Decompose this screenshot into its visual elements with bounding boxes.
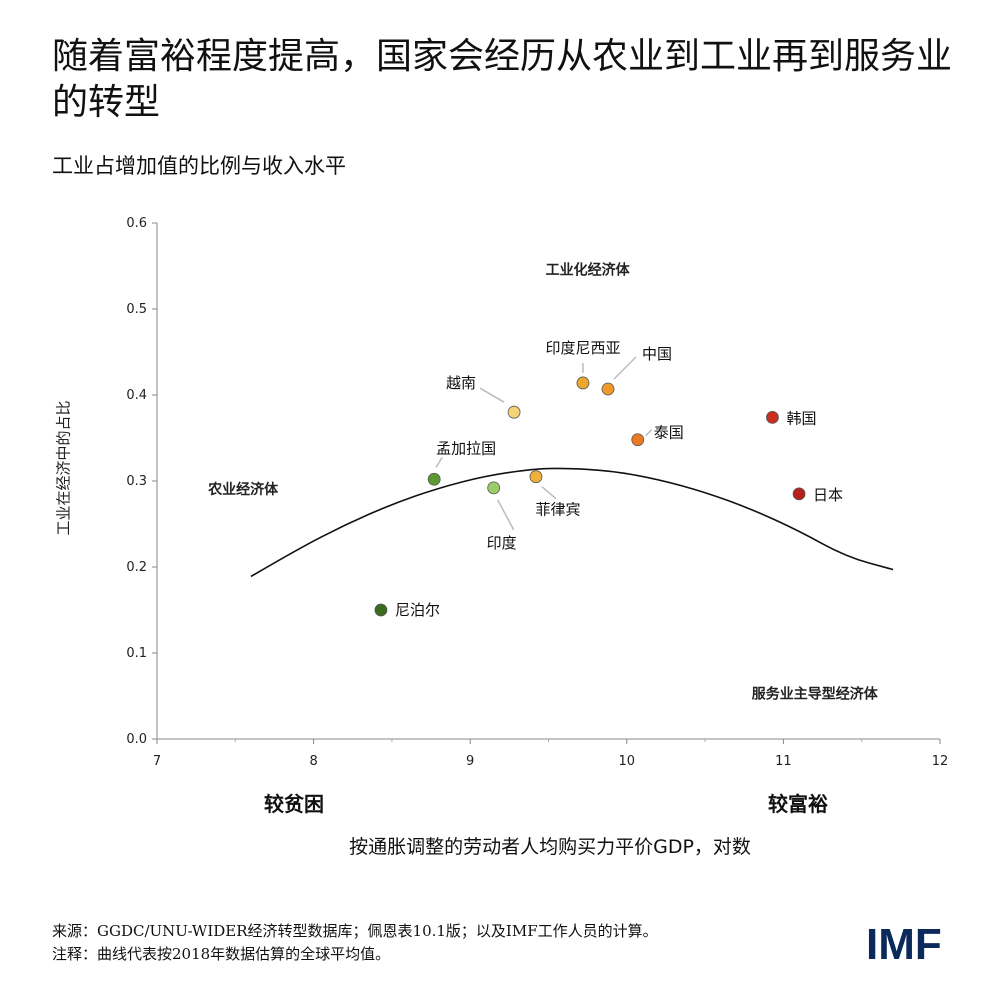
leader-line xyxy=(497,499,515,531)
chart-subtitle: 工业占增加值的比例与收入水平 xyxy=(52,154,346,178)
point-label: 菲律宾 xyxy=(535,501,580,519)
y-tick-label: 0.5 xyxy=(126,302,147,317)
data-point xyxy=(507,405,521,419)
data-point xyxy=(427,472,441,486)
data-point xyxy=(601,382,615,396)
data-point xyxy=(576,376,590,390)
data-point xyxy=(631,433,645,447)
point-label: 越南 xyxy=(446,374,476,392)
region-label: 服务业主导型经济体 xyxy=(752,686,879,703)
leader-line xyxy=(435,456,443,468)
x-caption-richer: 较富裕 xyxy=(768,792,828,816)
region-label: 农业经济体 xyxy=(207,481,279,498)
x-axis-label: 按通胀调整的劳动者人均购买力平价GDP，对数 xyxy=(349,836,751,858)
data-point xyxy=(766,410,779,424)
curve-group xyxy=(250,467,894,578)
imf-logo: IMF xyxy=(866,920,942,969)
y-tick-label: 0.6 xyxy=(126,216,147,231)
axes: 7 8 9 10 11 12 0.0 0.1 0.2 0.3 0.4 0.5 0.6 xyxy=(126,216,948,769)
point-label: 印度 xyxy=(487,534,517,552)
y-tick-label: 0.3 xyxy=(126,474,147,489)
x-tick-label: 8 xyxy=(309,754,317,769)
x-tick-label: 10 xyxy=(619,754,636,769)
data-point xyxy=(487,481,501,495)
leader-line xyxy=(613,356,637,380)
region-label: 工业化经济体 xyxy=(546,262,631,279)
point-label: 尼泊尔 xyxy=(395,601,440,619)
y-tick-label: 0.2 xyxy=(126,560,147,575)
point-label: 日本 xyxy=(813,486,843,504)
data-point xyxy=(529,470,543,484)
y-tick-label: 0.0 xyxy=(126,732,147,747)
point-label: 中国 xyxy=(642,345,672,363)
x-tick-label: 7 xyxy=(153,754,161,769)
data-point xyxy=(792,487,806,501)
leader-line xyxy=(645,429,653,437)
point-label: 泰国 xyxy=(654,424,684,442)
data-point xyxy=(374,603,388,617)
leader-line xyxy=(541,486,557,500)
x-tick-label: 9 xyxy=(466,754,474,769)
x-tick-label: 12 xyxy=(932,754,949,769)
x-tick-label: 11 xyxy=(775,754,792,769)
footnote: 注释：曲线代表按2018年数据估算的全球平均值。 xyxy=(52,945,391,963)
global-average-curve xyxy=(250,467,894,578)
point-label: 韩国 xyxy=(786,409,816,427)
point-label: 印度尼西亚 xyxy=(545,339,620,357)
y-tick-label: 0.4 xyxy=(126,388,147,403)
y-tick-label: 0.1 xyxy=(126,646,147,661)
leader-line xyxy=(479,387,505,403)
point-label: 孟加拉国 xyxy=(436,439,496,457)
page-title: 随着富裕程度提高，国家会经历从农业到工业再到服务业的转型 xyxy=(52,36,953,123)
x-caption-poorer: 较贫困 xyxy=(264,792,324,816)
source-note: 来源：GGDC/UNU-WIDER经济转型数据库；佩恩表10.1版；以及IMF工… xyxy=(52,922,658,940)
